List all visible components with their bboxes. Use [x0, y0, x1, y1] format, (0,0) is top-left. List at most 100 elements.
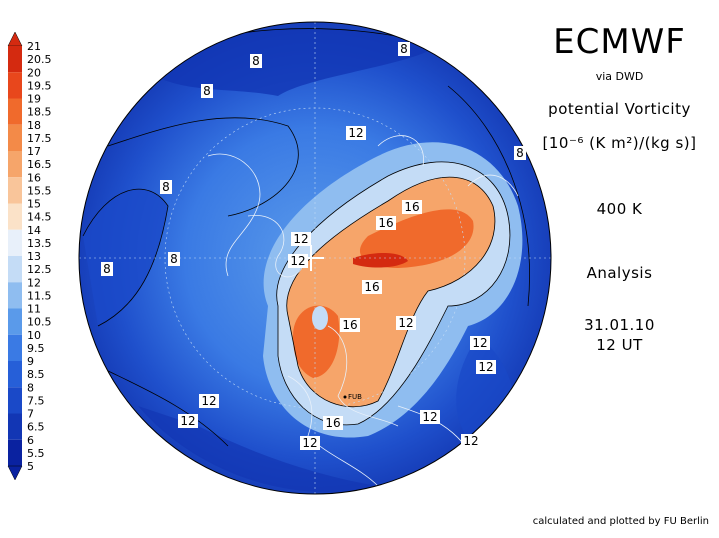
svg-text:8: 8 [103, 262, 111, 276]
svg-text:12: 12 [422, 410, 437, 424]
contour-label: 12 [291, 232, 311, 246]
svg-text:12: 12 [348, 126, 363, 140]
scale-tick-label: 14.5 [27, 211, 52, 224]
scale-color-box [8, 151, 22, 178]
svg-text:12: 12 [201, 394, 216, 408]
svg-text:12: 12 [290, 254, 305, 268]
scale-tick-label: 7 [27, 408, 34, 421]
contour-label: 12 [470, 336, 490, 350]
scale-tick-label: 8.5 [27, 368, 45, 381]
scale-tick-label: 10.5 [27, 316, 52, 329]
station-dot [343, 395, 347, 399]
contour-label: 8 [168, 252, 180, 266]
svg-text:8: 8 [400, 42, 408, 56]
contour-label: 8 [514, 146, 526, 160]
scale-tick-label: 20 [27, 66, 41, 79]
svg-text:12: 12 [293, 232, 308, 246]
scale-color-bar [7, 31, 23, 481]
scale-color-box [8, 308, 22, 335]
scale-color-box [8, 46, 22, 73]
scale-color-box [8, 72, 22, 99]
contour-label: 12 [461, 434, 481, 448]
scale-color-box [8, 282, 22, 309]
scale-tick-label: 5.5 [27, 447, 45, 460]
scale-tick-label: 14 [27, 224, 41, 237]
date-label: 31.01.10 [584, 316, 655, 334]
model-title: ECMWF [553, 22, 686, 62]
scale-tick-label: 21 [27, 40, 41, 53]
contour-label: 12 [396, 316, 416, 330]
svg-text:16: 16 [404, 200, 419, 214]
type-label: Analysis [586, 264, 653, 282]
scale-color-box [8, 256, 22, 283]
scale-tick-label: 12 [27, 276, 41, 289]
scale-tick-labels: 2120.52019.51918.51817.51716.51615.51514… [27, 40, 52, 473]
scale-tick-label: 11.5 [27, 289, 52, 302]
scale-color-box [8, 361, 22, 388]
svg-text:12: 12 [302, 436, 317, 450]
contour-label: 12 [199, 394, 219, 408]
scale-arrow-top [7, 31, 23, 47]
scale-tick-label: 17.5 [27, 132, 52, 145]
scale-tick-label: 9.5 [27, 342, 45, 355]
svg-text:16: 16 [378, 216, 393, 230]
scale-color-box [8, 203, 22, 230]
contour-label: 16 [340, 318, 360, 332]
scale-color-box [8, 387, 22, 414]
contour-label: 8 [101, 262, 113, 276]
scale-tick-label: 18 [27, 119, 41, 132]
model-subtitle: via DWD [595, 70, 644, 83]
scale-tick-label: 18.5 [27, 106, 52, 119]
scale-tick-label: 19.5 [27, 79, 52, 92]
low-pv-region-west [83, 189, 168, 326]
svg-text:8: 8 [252, 54, 260, 68]
svg-text:8: 8 [516, 146, 524, 160]
svg-text:16: 16 [325, 416, 340, 430]
contour-label: 8 [160, 180, 172, 194]
scale-tick-label: 17 [27, 145, 41, 158]
svg-text:8: 8 [170, 252, 178, 266]
contour-label: 12 [178, 414, 198, 428]
scale-arrow-bottom [7, 465, 23, 481]
high-pv-core-lower [293, 305, 340, 378]
scale-tick-label: 20.5 [27, 53, 52, 66]
scale-tick-label: 15 [27, 198, 41, 211]
svg-text:12: 12 [478, 360, 493, 374]
contour-label: 8 [398, 42, 410, 56]
scale-color-box [8, 413, 22, 440]
contour-label: 8 [250, 54, 262, 68]
scale-color-box [8, 439, 22, 466]
scale-tick-label: 13 [27, 250, 41, 263]
scale-tick-label: 11 [27, 303, 41, 316]
level-label: 400 K [596, 200, 643, 218]
contour-label: 16 [323, 416, 343, 430]
max-pv-core [353, 252, 408, 268]
contour-label: 12 [346, 126, 366, 140]
scale-tick-label: 6 [27, 434, 34, 447]
footer-credit: calculated and plotted by FU Berlin [532, 516, 709, 527]
contour-label: 12 [476, 360, 496, 374]
scale-tick-label: 6.5 [27, 421, 45, 434]
scale-tick-label: 9 [27, 355, 34, 368]
scale-color-box [8, 98, 22, 125]
pv-minimum-hole [312, 306, 328, 330]
scale-tick-label: 8 [27, 381, 34, 394]
map-border [78, 21, 552, 495]
scale-tick-label: 15.5 [27, 184, 52, 197]
time-label: 12 UT [596, 336, 643, 354]
svg-text:16: 16 [364, 280, 379, 294]
svg-text:12: 12 [398, 316, 413, 330]
contour-label: 16 [362, 280, 382, 294]
svg-text:12: 12 [180, 414, 195, 428]
pv-color-scale: 2120.52019.51918.51817.51716.51615.51514… [7, 31, 52, 481]
station-label: FUB [348, 393, 362, 401]
contour-label: 16 [376, 216, 396, 230]
scale-color-box [8, 124, 22, 151]
scale-tick-label: 16.5 [27, 158, 52, 171]
contour-label: 12 [300, 436, 320, 450]
scale-tick-label: 16 [27, 171, 41, 184]
contour-label: 16 [402, 200, 422, 214]
scale-tick-label: 12.5 [27, 263, 52, 276]
scale-tick-label: 7.5 [27, 394, 45, 407]
